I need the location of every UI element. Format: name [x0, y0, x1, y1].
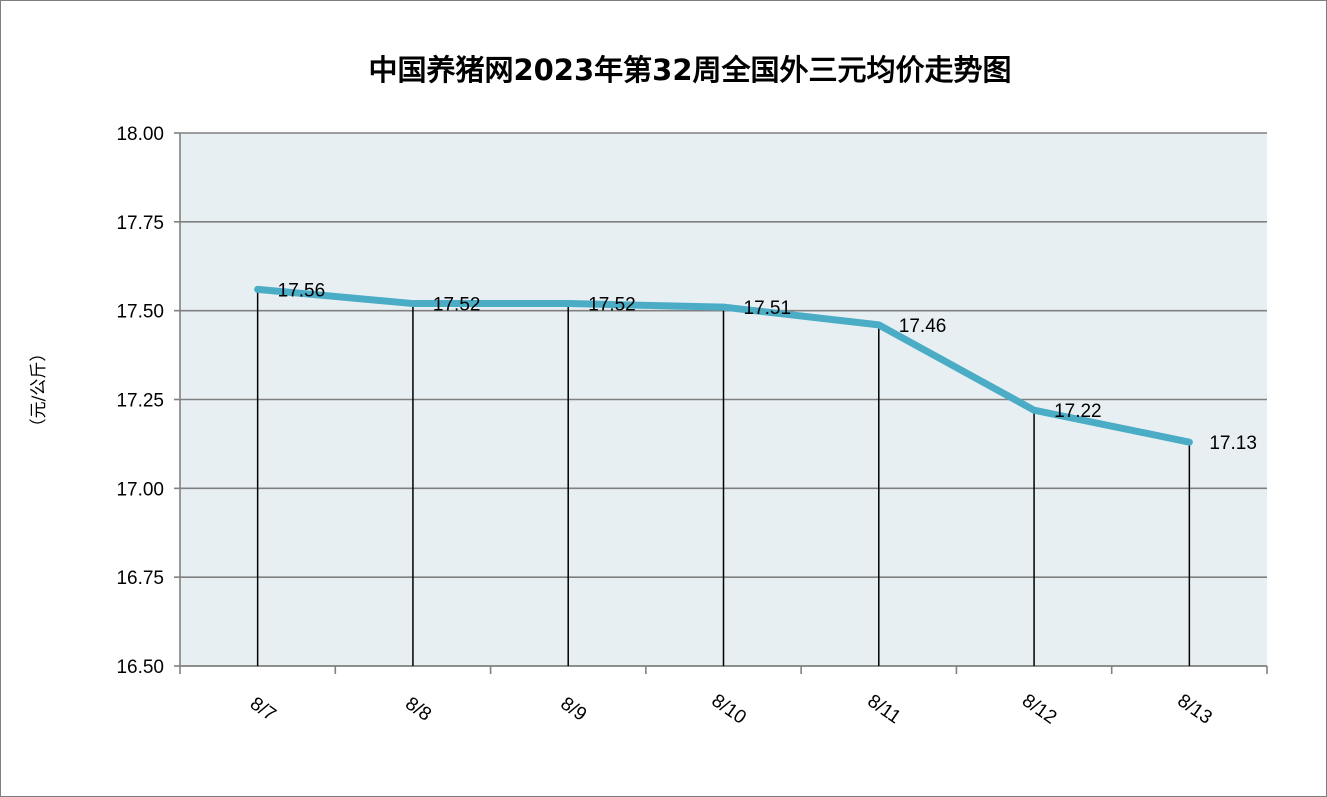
series-layer — [254, 285, 1193, 446]
y-tick-label: 18.00 — [116, 124, 164, 145]
y-tick-label: 17.50 — [116, 302, 164, 323]
data-labels: 17.56 17.52 17.52 17.51 17.46 17.22 17.13 — [278, 280, 1257, 454]
data-label: 17.22 — [1054, 401, 1102, 422]
x-tick-label: 8/8 — [401, 693, 435, 725]
x-tick-label: 8/7 — [246, 693, 280, 725]
y-axis-label: （元/公斤） — [29, 345, 49, 436]
data-label: 17.51 — [744, 298, 792, 319]
y-tick-label: 17.25 — [116, 391, 164, 412]
y-tick-label: 17.00 — [116, 479, 164, 500]
data-point — [721, 305, 726, 310]
data-point — [1187, 440, 1192, 445]
data-label: 17.56 — [278, 280, 326, 301]
x-tick-label: 8/9 — [557, 693, 591, 725]
data-point — [1032, 408, 1037, 413]
x-tick-labels: 8/7 8/8 8/9 8/10 8/11 8/12 8/13 — [246, 690, 1216, 728]
x-tick-label: 8/13 — [1173, 690, 1215, 728]
y-tick-label: 16.75 — [116, 568, 164, 589]
data-label: 17.46 — [899, 316, 947, 337]
x-tick-label: 8/11 — [863, 691, 904, 729]
data-label: 17.13 — [1209, 433, 1257, 454]
x-tick-label: 8/12 — [1018, 690, 1060, 728]
data-point — [566, 301, 571, 306]
y-tick-label: 17.75 — [116, 213, 164, 234]
data-label: 17.52 — [433, 295, 481, 316]
data-point — [255, 287, 260, 292]
data-point — [410, 301, 415, 306]
y-tick-labels: 16.50 16.75 17.00 17.25 17.50 17.75 18.00 — [116, 124, 164, 678]
data-point — [876, 322, 881, 327]
chart-title: 中国养猪网2023年第32周全国外三元均价走势图 — [368, 53, 1011, 87]
x-tick-label: 8/10 — [707, 690, 749, 728]
drop-lines — [256, 289, 1191, 666]
data-label: 17.52 — [588, 295, 636, 316]
y-tick-label: 16.50 — [116, 657, 164, 678]
